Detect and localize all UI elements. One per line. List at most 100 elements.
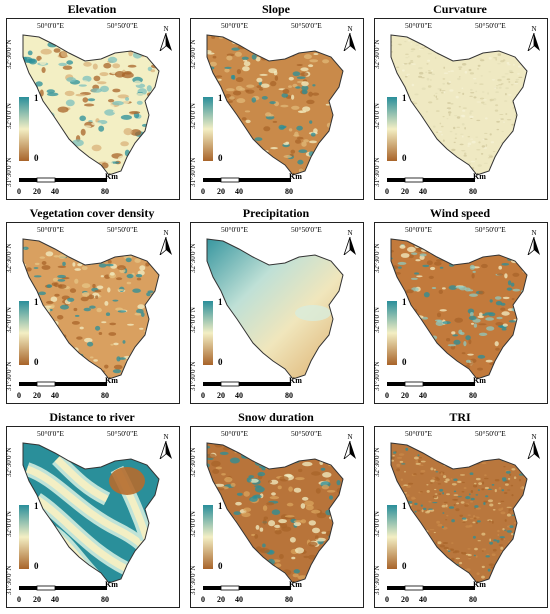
longitude-label-left: 50°0'0"E bbox=[221, 429, 248, 438]
north-label: N bbox=[347, 433, 353, 441]
panel-title: Precipitation bbox=[242, 206, 310, 220]
latitude-label: 32°30'0"N bbox=[373, 447, 381, 477]
north-label: N bbox=[163, 229, 169, 237]
scale-tick-label: 40 bbox=[51, 187, 59, 196]
latitude-label: 31°30'0"N bbox=[189, 361, 197, 391]
legend-max-label: 1 bbox=[218, 93, 223, 103]
scale-tick-label: 40 bbox=[235, 187, 243, 196]
legend-max-label: 1 bbox=[218, 501, 223, 511]
map-raster bbox=[390, 238, 528, 380]
scale-unit: Km bbox=[289, 580, 302, 589]
north-arrow-icon: N bbox=[343, 229, 357, 257]
longitude-label-left: 50°0'0"E bbox=[405, 225, 432, 234]
latitude-label: 31°30'0"N bbox=[189, 157, 197, 187]
north-arrow-icon: N bbox=[159, 433, 173, 461]
region-boundary bbox=[22, 238, 160, 380]
scale-bar: Km 0 20 40 80 bbox=[385, 172, 515, 197]
north-label: N bbox=[163, 433, 169, 441]
scale-tick-label: 40 bbox=[419, 187, 427, 196]
longitude-label-left: 50°0'0"E bbox=[405, 21, 432, 30]
scale-tick-label: 20 bbox=[217, 595, 225, 604]
legend-min-label: 0 bbox=[218, 153, 223, 163]
latitude-label: 32°0'0"N bbox=[5, 103, 13, 129]
map-frame: 50°0'0"E 50°50'0"E 32°30'0"N 32°0'0"N 31°30'… bbox=[5, 426, 180, 608]
latitude-label: 32°30'0"N bbox=[189, 243, 197, 273]
latitude-label: 32°0'0"N bbox=[5, 511, 13, 537]
longitude-label-right: 50°50'0"E bbox=[291, 21, 322, 30]
north-arrow-icon: N bbox=[159, 229, 173, 257]
scale-tick-label: 40 bbox=[51, 391, 59, 400]
legend-min-label: 0 bbox=[218, 561, 223, 571]
latitude-label: 31°30'0"N bbox=[373, 361, 381, 391]
scale-tick-label: 80 bbox=[101, 391, 109, 400]
longitude-label-left: 50°0'0"E bbox=[221, 21, 248, 30]
longitude-label-left: 50°0'0"E bbox=[37, 429, 64, 438]
map-panel: Precipitation 50°0'0"E 50°50'0"E 32°30'0"N 3… bbox=[186, 204, 366, 404]
latitude-label: 32°30'0"N bbox=[373, 243, 381, 273]
legend-min-label: 0 bbox=[34, 357, 39, 367]
legend-min-label: 0 bbox=[402, 561, 407, 571]
longitude-label-left: 50°0'0"E bbox=[37, 21, 64, 30]
panel-title: Wind speed bbox=[429, 206, 491, 220]
region-boundary bbox=[390, 34, 528, 176]
north-label: N bbox=[531, 433, 537, 441]
legend-min-label: 0 bbox=[402, 357, 407, 367]
scale-unit: Km bbox=[289, 172, 302, 181]
map-panel: Distance to river 50°0'0"E 50°50'0"E 32°30'… bbox=[2, 408, 182, 608]
longitude-label-right: 50°50'0"E bbox=[107, 429, 138, 438]
scale-bar: Km 0 20 40 80 bbox=[385, 580, 515, 605]
scale-unit: Km bbox=[105, 172, 118, 181]
latitude-label: 32°30'0"N bbox=[189, 447, 197, 477]
north-arrow-icon: N bbox=[343, 25, 357, 53]
map-raster bbox=[206, 238, 344, 380]
latitude-label: 31°30'0"N bbox=[373, 157, 381, 187]
latitude-label: 32°30'0"N bbox=[5, 39, 13, 69]
scale-unit: Km bbox=[105, 376, 118, 385]
map-frame: 50°0'0"E 50°50'0"E 32°30'0"N 32°0'0"N 31°30'… bbox=[189, 18, 364, 200]
scale-bar: Km 0 20 40 80 bbox=[201, 376, 331, 401]
scale-unit: Km bbox=[473, 580, 486, 589]
legend-min-label: 0 bbox=[34, 153, 39, 163]
legend-min-label: 0 bbox=[34, 561, 39, 571]
scale-unit: Km bbox=[105, 580, 118, 589]
north-label: N bbox=[531, 25, 537, 33]
longitude-label-right: 50°50'0"E bbox=[107, 21, 138, 30]
scale-unit: Km bbox=[289, 376, 302, 385]
longitude-label-right: 50°50'0"E bbox=[475, 21, 506, 30]
map-frame: 50°0'0"E 50°50'0"E 32°30'0"N 32°0'0"N 31°30'… bbox=[373, 222, 548, 404]
north-arrow-icon: N bbox=[343, 433, 357, 461]
panel-title: Curvature bbox=[433, 2, 487, 16]
map-panel: Slope 50°0'0"E 50°50'0"E 32°30'0"N 32°0'0"N 3… bbox=[186, 0, 366, 200]
region-boundary bbox=[22, 442, 160, 584]
map-raster bbox=[22, 34, 160, 176]
latitude-label: 32°30'0"N bbox=[5, 243, 13, 273]
latitude-label: 32°0'0"N bbox=[189, 103, 197, 129]
latitude-label: 31°30'0"N bbox=[5, 361, 13, 391]
scale-tick-label: 40 bbox=[419, 595, 427, 604]
scale-tick-label: 0 bbox=[17, 391, 21, 400]
legend-max-label: 1 bbox=[402, 501, 407, 511]
north-arrow-icon: N bbox=[527, 433, 541, 461]
map-frame: 50°0'0"E 50°50'0"E 32°30'0"N 32°0'0"N 31°30'… bbox=[373, 426, 548, 608]
latitude-label: 32°30'0"N bbox=[373, 39, 381, 69]
longitude-label-left: 50°0'0"E bbox=[221, 225, 248, 234]
scale-unit: Km bbox=[473, 376, 486, 385]
longitude-label-left: 50°0'0"E bbox=[405, 429, 432, 438]
map-panel: Elevation 50°0'0"E 50°50'0"E 32°30'0"N 32°0'… bbox=[2, 0, 182, 200]
latitude-label: 32°0'0"N bbox=[189, 307, 197, 333]
legend-min-label: 0 bbox=[218, 357, 223, 367]
scale-tick-label: 80 bbox=[469, 595, 477, 604]
latitude-label: 32°0'0"N bbox=[373, 103, 381, 129]
legend-max-label: 1 bbox=[34, 93, 39, 103]
latitude-label: 32°0'0"N bbox=[5, 307, 13, 333]
legend-max-label: 1 bbox=[218, 297, 223, 307]
scale-tick-label: 20 bbox=[217, 391, 225, 400]
latitude-label: 32°0'0"N bbox=[373, 511, 381, 537]
